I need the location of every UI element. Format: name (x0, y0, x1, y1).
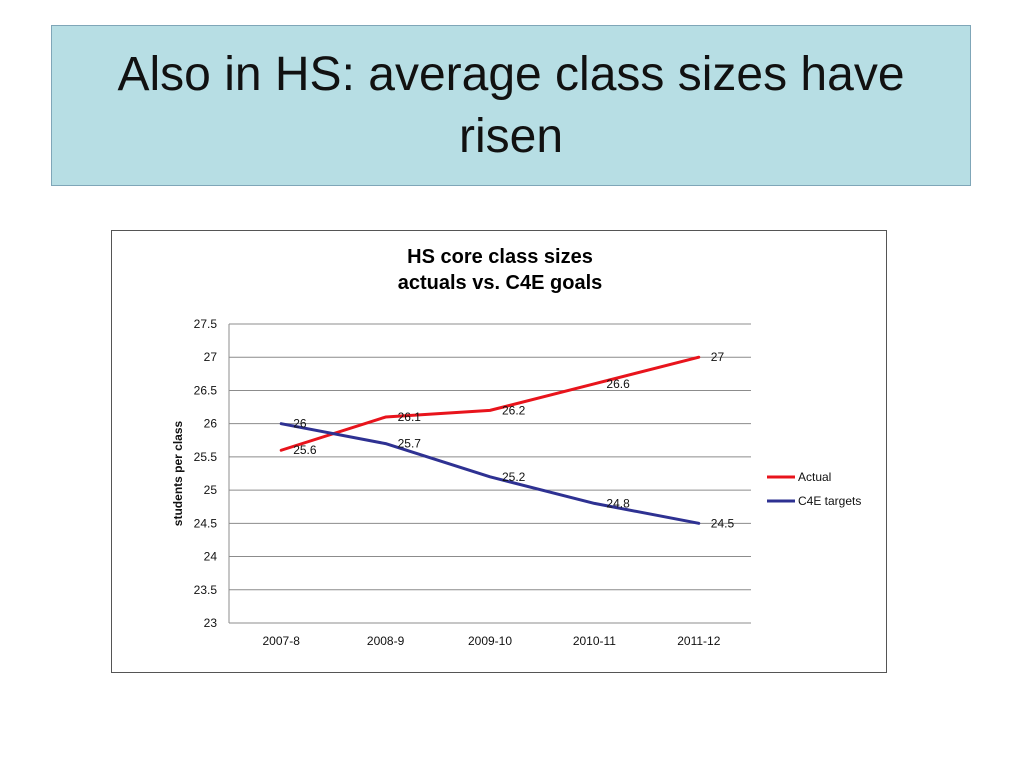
chart-title-line: actuals vs. C4E goals (398, 272, 603, 294)
y-tick-label: 26.5 (194, 383, 218, 397)
data-label: 24.8 (606, 496, 630, 510)
legend-label: C4E targets (798, 494, 861, 508)
slide-title-box: Also in HS: average class sizes have ris… (51, 25, 971, 186)
data-label: 26 (293, 417, 307, 431)
data-label: 26.6 (606, 377, 630, 391)
x-tick-label: 2010-11 (573, 634, 616, 648)
y-tick-label: 25 (204, 483, 218, 497)
x-tick-label: 2011-12 (677, 634, 720, 648)
series-line-actual (279, 355, 701, 452)
slide-title: Also in HS: average class sizes have ris… (117, 47, 905, 163)
data-label: 26.2 (502, 403, 526, 417)
data-label: 25.6 (293, 443, 317, 457)
y-tick-label: 23.5 (194, 583, 218, 597)
x-tick-label: 2007-8 (263, 634, 301, 648)
data-label: 24.5 (711, 516, 735, 530)
data-label: 25.7 (398, 437, 422, 451)
data-label: 25.2 (502, 470, 526, 484)
y-axis-label: students per class (171, 420, 185, 526)
data-label: 26.1 (398, 410, 422, 424)
data-label: 27 (711, 350, 725, 364)
chart-title-line: HS core class sizes (407, 246, 593, 268)
y-tick-label: 24.5 (194, 516, 218, 530)
y-tick-label: 23 (204, 616, 218, 630)
x-tick-label: 2008-9 (367, 634, 405, 648)
chart-container: HS core class sizes actuals vs. C4E goals… (111, 230, 887, 673)
x-tick-label: 2009-10 (468, 634, 512, 648)
legend-label: Actual (798, 470, 831, 484)
y-tick-label: 25.5 (194, 450, 218, 464)
y-tick-label: 26 (204, 417, 218, 431)
line-chart: HS core class sizes actuals vs. C4E goals… (171, 246, 861, 648)
y-tick-label: 27 (204, 350, 218, 364)
y-tick-label: 24 (204, 550, 218, 564)
y-tick-label: 27.5 (194, 317, 218, 331)
series-line-c4e-targets (279, 422, 701, 525)
